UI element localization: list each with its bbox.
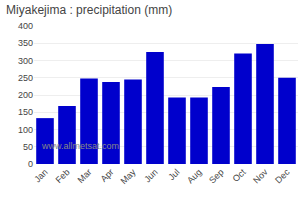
svg-text:250: 250: [18, 73, 33, 83]
svg-text:100: 100: [18, 125, 33, 135]
svg-text:Feb: Feb: [54, 167, 72, 185]
svg-text:300: 300: [18, 56, 33, 66]
svg-text:Aug: Aug: [185, 167, 203, 185]
svg-text:50: 50: [23, 142, 33, 152]
svg-text:Jan: Jan: [32, 167, 49, 184]
svg-text:350: 350: [18, 38, 33, 48]
svg-text:May: May: [118, 167, 137, 186]
svg-text:400: 400: [18, 21, 33, 31]
svg-text:Oct: Oct: [231, 167, 248, 184]
svg-text:Dec: Dec: [273, 167, 292, 186]
svg-text:Sep: Sep: [207, 167, 225, 185]
svg-text:0: 0: [28, 159, 33, 169]
svg-text:Mar: Mar: [76, 167, 94, 185]
svg-text:Jun: Jun: [142, 167, 159, 184]
svg-text:Jul: Jul: [166, 167, 181, 182]
svg-text:150: 150: [18, 107, 33, 117]
svg-text:www.allmetsat.com: www.allmetsat.com: [41, 141, 119, 151]
svg-text:Miyakejima : precipitation (mm: Miyakejima : precipitation (mm): [6, 3, 172, 17]
svg-text:Nov: Nov: [251, 167, 270, 186]
svg-text:200: 200: [18, 90, 33, 100]
svg-text:Apr: Apr: [99, 167, 116, 184]
